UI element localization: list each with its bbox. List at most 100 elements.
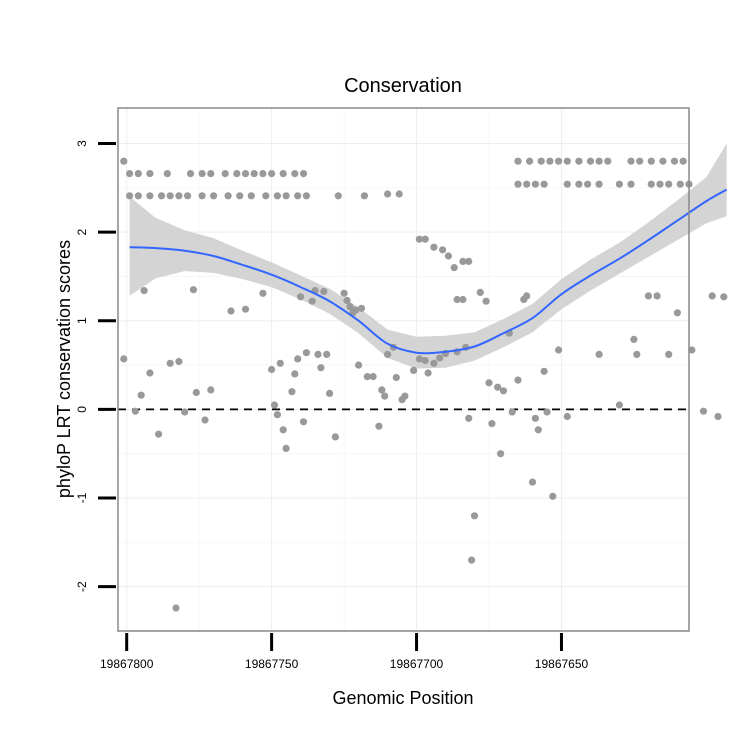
data-point <box>714 412 722 421</box>
data-point <box>175 357 183 366</box>
data-point <box>595 180 603 188</box>
data-point <box>676 180 684 188</box>
data-point <box>488 420 496 428</box>
data-point <box>282 192 290 200</box>
data-point <box>450 264 458 272</box>
y-tick-label: 2 <box>75 228 89 235</box>
data-point <box>523 180 531 188</box>
confidence-band-layer <box>129 143 727 369</box>
data-point <box>540 180 548 188</box>
data-point <box>421 235 429 243</box>
data-point <box>201 416 209 424</box>
data-point <box>465 414 473 422</box>
data-point <box>653 292 661 300</box>
data-point <box>299 170 308 178</box>
data-point <box>126 170 134 178</box>
data-point <box>207 386 215 394</box>
data-point <box>346 303 354 311</box>
data-point <box>430 359 438 367</box>
smooth-line-layer <box>129 188 728 355</box>
data-point <box>523 292 531 300</box>
data-point <box>166 192 174 200</box>
plot-frame <box>117 107 690 632</box>
confidence-band <box>129 143 727 369</box>
data-point <box>268 365 276 374</box>
data-point <box>221 170 229 178</box>
data-point <box>459 257 467 265</box>
data-point <box>120 157 128 165</box>
y-tick-label: 1 <box>75 317 89 324</box>
data-point <box>186 170 195 178</box>
data-point <box>210 192 218 200</box>
data-point <box>615 401 624 409</box>
data-point <box>563 157 571 165</box>
data-point <box>401 392 409 400</box>
data-point <box>294 192 302 200</box>
data-point <box>331 433 339 441</box>
data-point <box>636 157 644 165</box>
data-point <box>465 257 473 265</box>
data-point <box>459 295 467 304</box>
data-point <box>575 180 583 188</box>
data-point <box>430 243 438 251</box>
data-point <box>424 369 432 377</box>
data-point <box>270 401 279 409</box>
data-point <box>720 293 728 301</box>
data-point <box>708 292 716 300</box>
data-point <box>302 349 310 357</box>
data-point <box>241 170 250 178</box>
data-point <box>384 190 392 198</box>
data-point <box>534 426 542 434</box>
data-point <box>665 350 673 358</box>
axis-layer: -2 -1 0 1 2 3 19867800 19867750 19867700 19867650 <box>75 140 589 671</box>
data-point <box>146 170 154 178</box>
data-point <box>644 292 653 300</box>
data-point <box>317 364 325 372</box>
data-point <box>586 157 595 165</box>
data-point <box>531 180 540 188</box>
y-tick-label: -2 <box>75 581 89 592</box>
data-point <box>233 170 241 178</box>
data-point <box>526 157 534 165</box>
data-point <box>528 478 537 486</box>
data-point <box>476 288 484 296</box>
data-points-layer <box>120 157 728 612</box>
data-point <box>436 354 444 362</box>
data-point <box>627 157 635 165</box>
y-axis-label: phyloP LRT conservation scores <box>54 240 74 498</box>
data-point <box>276 359 284 367</box>
x-tick-label: 19867800 <box>100 657 154 671</box>
data-point <box>549 492 557 500</box>
data-point <box>673 309 682 317</box>
data-point <box>415 235 423 243</box>
data-point <box>227 307 235 315</box>
data-point <box>134 192 142 200</box>
data-point <box>563 412 571 421</box>
data-point <box>340 289 348 297</box>
y-tick-label: -1 <box>75 492 89 503</box>
data-point <box>656 180 664 188</box>
data-point <box>615 180 624 188</box>
data-point <box>140 287 148 295</box>
data-point <box>363 373 371 381</box>
data-point <box>575 157 583 165</box>
data-point <box>175 192 183 200</box>
data-point <box>659 157 667 165</box>
data-point <box>308 297 316 305</box>
data-point <box>207 170 215 178</box>
data-point <box>508 408 516 416</box>
data-point <box>323 350 331 358</box>
data-point <box>665 180 673 188</box>
data-point <box>378 386 386 394</box>
data-point <box>299 418 308 426</box>
data-point <box>224 192 232 200</box>
data-point <box>137 391 145 399</box>
data-point <box>699 407 708 415</box>
data-point <box>563 180 571 188</box>
data-point <box>514 180 522 188</box>
data-point <box>595 350 603 358</box>
data-point <box>468 556 476 564</box>
data-point <box>369 373 377 381</box>
data-point <box>355 361 363 369</box>
